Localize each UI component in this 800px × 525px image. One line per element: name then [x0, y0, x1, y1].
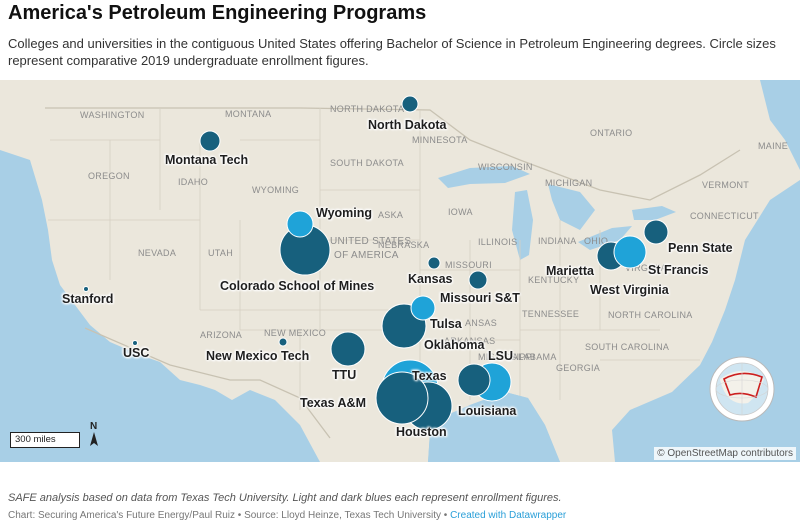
- lake-ontario: [632, 206, 676, 220]
- label-kansas[interactable]: Kansas: [408, 272, 453, 286]
- basemap-label: ARKANSAS: [444, 336, 496, 346]
- byline-text: Chart: Securing America's Future Energy/…: [8, 510, 451, 521]
- circle-texas-am[interactable]: [375, 371, 429, 425]
- label-stanford[interactable]: Stanford: [62, 292, 114, 306]
- basemap-label: MISSOURI: [445, 260, 492, 270]
- page-subtitle: Colleges and universities in the contigu…: [8, 36, 776, 68]
- basemap-label: INDIANA: [538, 236, 577, 246]
- circle-st-francis[interactable]: [613, 235, 647, 269]
- label-texas[interactable]: Texas: [412, 369, 447, 383]
- label-st-francis[interactable]: St Francis: [648, 263, 709, 277]
- basemap-label: NEBRASKA: [378, 240, 430, 250]
- label-louisiana[interactable]: Louisiana: [458, 404, 517, 418]
- circle-wyoming[interactable]: [286, 210, 314, 238]
- map-panel[interactable]: WASHINGTON MONTANA NORTH DAKOTA MINNESOT…: [0, 80, 800, 462]
- basemap-label: WYOMING: [252, 185, 300, 195]
- circle-new-mexico-tech[interactable]: [278, 337, 288, 347]
- label-colorado-school-of-mines[interactable]: Colorado School of Mines: [220, 279, 375, 293]
- basemap-label: NORTH DAKOTA: [330, 104, 405, 114]
- basemap-label: OHIO: [584, 236, 609, 246]
- basemap-label: OF AMERICA: [334, 250, 399, 261]
- basemap-label: ASKA: [378, 210, 404, 220]
- lake-erie: [578, 226, 632, 250]
- map-credit[interactable]: © OpenStreetMap contributors: [654, 447, 796, 460]
- north-arrow-icon: N: [90, 421, 98, 446]
- basemap-label: SOUTH DAKOTA: [330, 158, 404, 168]
- country-border-south: [84, 327, 331, 439]
- label-north-dakota[interactable]: North Dakota: [368, 118, 447, 132]
- basemap: [0, 80, 800, 462]
- basemap-label: MINNESOTA: [412, 135, 468, 145]
- circle-montana-tech[interactable]: [199, 130, 221, 152]
- basemap-label: NEVADA: [138, 248, 177, 258]
- basemap-label: ARIZONA: [200, 330, 243, 340]
- circle-louisiana[interactable]: [457, 363, 491, 397]
- label-penn-state[interactable]: Penn State: [668, 241, 733, 255]
- label-usc[interactable]: USC: [123, 346, 150, 360]
- byline: Chart: Securing America's Future Energy/…: [8, 510, 566, 521]
- basemap-label: UTAH: [208, 248, 234, 258]
- label-west-virginia[interactable]: West Virginia: [590, 283, 669, 297]
- basemap-label: UNITED STATES: [330, 236, 412, 247]
- basemap-label: MICHIGAN: [545, 178, 593, 188]
- label-lsu[interactable]: LSU: [488, 349, 513, 363]
- basemap-label: CONNECTICUT: [690, 211, 759, 221]
- basemap-label: KENTUCKY: [528, 275, 580, 285]
- scale-bar: 300 miles: [10, 432, 80, 448]
- basemap-label: WISCONSIN: [478, 162, 533, 172]
- basemap-label: MONTANA: [225, 109, 272, 119]
- country-border-north: [45, 107, 741, 201]
- datawrapper-link[interactable]: Created with Datawrapper: [450, 510, 567, 521]
- label-montana-tech[interactable]: Montana Tech: [165, 153, 249, 167]
- label-oklahoma[interactable]: Oklahoma: [424, 338, 485, 352]
- basemap-label: IDAHO: [178, 177, 209, 187]
- circle-penn-state[interactable]: [643, 219, 669, 245]
- basemap-label: IOWA: [448, 207, 473, 217]
- basemap-label: NORTH CAROLINA: [608, 310, 693, 320]
- basemap-label: NEW MEXICO: [264, 328, 327, 338]
- label-missouri-st[interactable]: Missouri S&T: [440, 291, 520, 305]
- circle-ttu[interactable]: [330, 331, 366, 367]
- enrollment-circles: [83, 95, 669, 431]
- basemap-label: GEORGIA: [556, 363, 601, 373]
- circle-kansas[interactable]: [427, 256, 441, 270]
- circle-stanford[interactable]: [83, 286, 89, 292]
- page-title: America's Petroleum Engineering Programs: [8, 2, 427, 24]
- basemap-label: ONTARIO: [590, 128, 633, 138]
- basemap-label: TENNESSEE: [522, 309, 580, 319]
- north-arrow-shape: [90, 432, 98, 446]
- circle-tulsa[interactable]: [410, 295, 436, 321]
- basemap-label: SOUTH CAROLINA: [585, 342, 670, 352]
- label-wyoming[interactable]: Wyoming: [316, 206, 373, 220]
- footnote: SAFE analysis based on data from Texas T…: [8, 492, 562, 504]
- gulf-of-mexico: [428, 392, 560, 462]
- lake-superior: [438, 166, 530, 188]
- locator-globe-icon: [709, 356, 775, 422]
- label-ttu[interactable]: TTU: [332, 368, 357, 382]
- atlantic-northeast: [760, 80, 800, 170]
- label-tulsa[interactable]: Tulsa: [430, 317, 462, 331]
- circle-usc[interactable]: [132, 340, 138, 346]
- basemap-label: VERMONT: [702, 180, 750, 190]
- basemap-label: ANSAS: [465, 318, 498, 328]
- circle-north-dakota[interactable]: [401, 95, 419, 113]
- basemap-label: ILLINOIS: [478, 237, 518, 247]
- lake-huron: [548, 184, 595, 230]
- label-houston[interactable]: Houston: [396, 425, 447, 439]
- basemap-label: MISSISSIPPI: [478, 352, 535, 362]
- basemap-label: MAINE: [758, 141, 789, 151]
- basemap-label: VIRGINIA: [625, 263, 667, 273]
- label-new-mexico-tech[interactable]: New Mexico Tech: [206, 349, 310, 363]
- basemap-label: OREGON: [88, 171, 130, 181]
- basemap-label: WASHINGTON: [80, 110, 145, 120]
- north-label: N: [90, 421, 98, 432]
- label-marietta[interactable]: Marietta: [546, 264, 594, 278]
- basemap-label: ALABAMA: [512, 352, 557, 362]
- label-texas-am[interactable]: Texas A&M: [300, 396, 366, 410]
- circle-missouri-st[interactable]: [468, 270, 488, 290]
- lake-michigan: [512, 190, 533, 260]
